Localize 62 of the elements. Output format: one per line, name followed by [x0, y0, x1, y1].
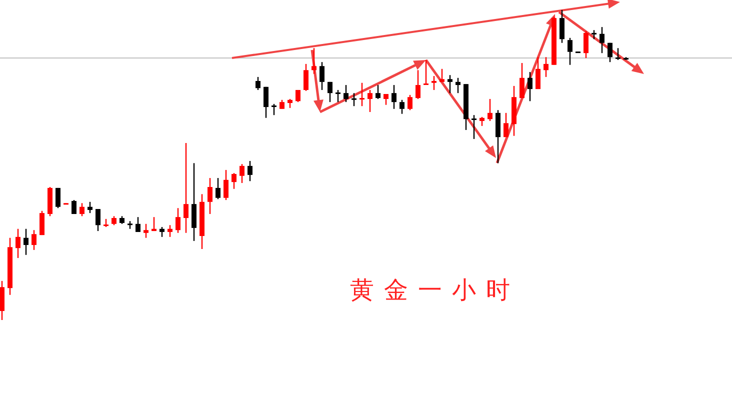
candlestick — [600, 26, 604, 54]
candlestick — [96, 208, 100, 232]
candlestick — [272, 103, 276, 116]
candlestick — [232, 172, 236, 190]
candlestick — [312, 48, 316, 74]
candlestick — [400, 99, 404, 114]
candlestick — [208, 177, 212, 215]
candlestick — [584, 30, 588, 59]
candlestick — [408, 94, 412, 111]
candlestick — [376, 84, 380, 100]
candlestick — [616, 48, 620, 61]
candlestick — [144, 223, 148, 238]
candlestick — [152, 216, 156, 232]
candlestick — [224, 169, 228, 201]
candlestick — [456, 77, 460, 94]
candlestick — [536, 56, 540, 90]
candlestick — [72, 199, 76, 215]
candlestick — [360, 82, 364, 107]
candlestick — [16, 228, 20, 259]
candlestick — [160, 226, 164, 238]
candlestick — [448, 74, 452, 94]
annotation: 黄金一小时 — [350, 276, 520, 304]
candlestick — [608, 42, 612, 63]
candlestick — [248, 160, 252, 182]
candlestick — [392, 84, 396, 110]
candlestick — [0, 280, 4, 321]
candlestick — [368, 89, 372, 113]
candlestick — [520, 62, 524, 99]
candlestick — [320, 61, 324, 91]
candlestick — [184, 142, 188, 234]
candlestick — [24, 228, 28, 256]
candlestick — [88, 201, 92, 214]
candlestick — [336, 89, 340, 103]
candlestick — [176, 207, 180, 234]
candlestick — [192, 162, 196, 242]
candlestick — [528, 71, 532, 102]
candlestick — [80, 202, 84, 217]
candlestick — [344, 84, 348, 103]
candlestick — [432, 75, 436, 91]
candlestick — [384, 93, 388, 106]
candlestick — [32, 230, 36, 251]
candlestick — [56, 187, 60, 209]
candlestick — [544, 56, 548, 78]
candlestick — [304, 63, 308, 92]
candlestick — [560, 9, 564, 44]
candlestick — [168, 224, 172, 238]
candlestick — [568, 37, 572, 66]
candlestick — [256, 76, 260, 91]
candlestick — [488, 98, 492, 122]
candlestick — [352, 92, 356, 107]
candlestick — [296, 89, 300, 103]
candlestick — [504, 112, 508, 138]
candlestick — [216, 177, 220, 200]
candlestick — [240, 163, 244, 184]
candlestick — [328, 81, 332, 103]
candlestick — [424, 59, 428, 85]
candlestick — [472, 114, 476, 140]
candlestick — [40, 210, 44, 236]
candlestick — [136, 216, 140, 233]
candlestick — [416, 70, 420, 100]
candlestick — [264, 86, 268, 118]
candlestick — [440, 68, 444, 83]
